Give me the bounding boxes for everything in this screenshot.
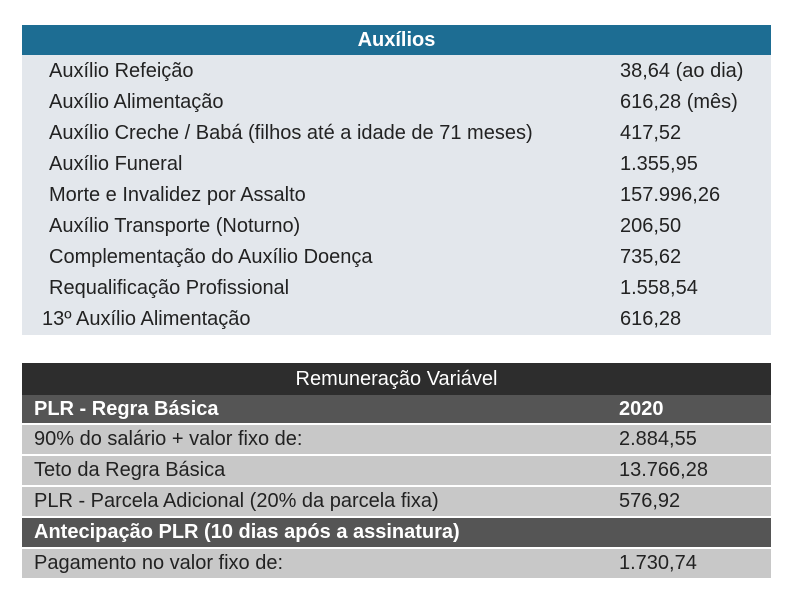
- row-label: Auxílio Creche / Babá (filhos até a idad…: [49, 122, 533, 144]
- row-label: Auxílio Transporte (Noturno): [49, 215, 301, 237]
- row-label: Teto da Regra Básica: [34, 459, 226, 481]
- antecipacao-section-header: Antecipação PLR (10 dias após a assinatu…: [22, 516, 771, 547]
- row-value: 1.730,74: [619, 552, 697, 574]
- row-label: Pagamento no valor fixo de:: [34, 552, 284, 574]
- row-label: Auxílio Funeral: [49, 153, 183, 175]
- table-row: Auxílio Creche / Babá (filhos até a idad…: [22, 118, 771, 149]
- table-row: Pagamento no valor fixo de: 1.730,74: [22, 547, 771, 578]
- table-row: Teto da Regra Básica 13.766,28: [22, 454, 771, 485]
- section-label: PLR - Regra Básica: [34, 398, 219, 420]
- row-value: 2.884,55: [619, 428, 697, 450]
- row-label: PLR - Parcela Adicional (20% da parcela …: [34, 490, 439, 512]
- table-row: Auxílio Alimentação 616,28 (mês): [22, 87, 771, 118]
- remuneracao-table: Remuneração Variável PLR - Regra Básica …: [22, 363, 771, 578]
- row-value: 157.996,26: [620, 184, 721, 206]
- row-value: 576,92: [619, 490, 681, 512]
- row-value: 206,50: [620, 215, 682, 237]
- table-row: Auxílio Transporte (Noturno) 206,50: [22, 211, 771, 242]
- row-value: 38,64 (ao dia): [620, 60, 744, 82]
- row-value: 616,28 (mês): [620, 91, 738, 113]
- table-row: PLR - Parcela Adicional (20% da parcela …: [22, 485, 771, 516]
- section-year: 2020: [619, 398, 664, 420]
- row-label: Morte e Invalidez por Assalto: [49, 184, 306, 206]
- table-row: 90% do salário + valor fixo de: 2.884,55: [22, 423, 771, 454]
- row-label: Complementação do Auxílio Doença: [49, 246, 373, 268]
- auxilios-header: Auxílios: [22, 25, 771, 55]
- auxilios-table: Auxílios Auxílio Refeição 38,64 (ao dia)…: [22, 25, 771, 335]
- row-value: 13.766,28: [619, 459, 708, 481]
- table-row: Morte e Invalidez por Assalto 157.996,26: [22, 180, 771, 211]
- plr-section-header: PLR - Regra Básica 2020: [22, 395, 771, 423]
- table-row: Complementação do Auxílio Doença 735,62: [22, 242, 771, 273]
- auxilios-body: Auxílio Refeição 38,64 (ao dia) Auxílio …: [22, 55, 771, 335]
- table-row: 13º Auxílio Alimentação 616,28: [22, 304, 771, 335]
- auxilios-title: Auxílios: [357, 29, 436, 51]
- table-row: Requalificação Profissional 1.558,54: [22, 273, 771, 304]
- remuneracao-header: Remuneração Variável: [22, 363, 771, 395]
- remuneracao-title: Remuneração Variável: [295, 368, 498, 390]
- row-label: 90% do salário + valor fixo de:: [34, 428, 303, 450]
- row-value: 616,28: [620, 308, 682, 330]
- table-row: Auxílio Funeral 1.355,95: [22, 149, 771, 180]
- row-label: Auxílio Refeição: [49, 60, 194, 82]
- row-value: 1.558,54: [620, 277, 698, 299]
- row-label: Auxílio Alimentação: [49, 91, 224, 113]
- section-label: Antecipação PLR (10 dias após a assinatu…: [34, 521, 460, 543]
- row-value: 1.355,95: [620, 153, 698, 175]
- row-label: 13º Auxílio Alimentação: [42, 308, 251, 330]
- row-label: Requalificação Profissional: [49, 277, 290, 299]
- row-value: 417,52: [620, 122, 682, 144]
- row-value: 735,62: [620, 246, 682, 268]
- table-row: Auxílio Refeição 38,64 (ao dia): [22, 56, 771, 87]
